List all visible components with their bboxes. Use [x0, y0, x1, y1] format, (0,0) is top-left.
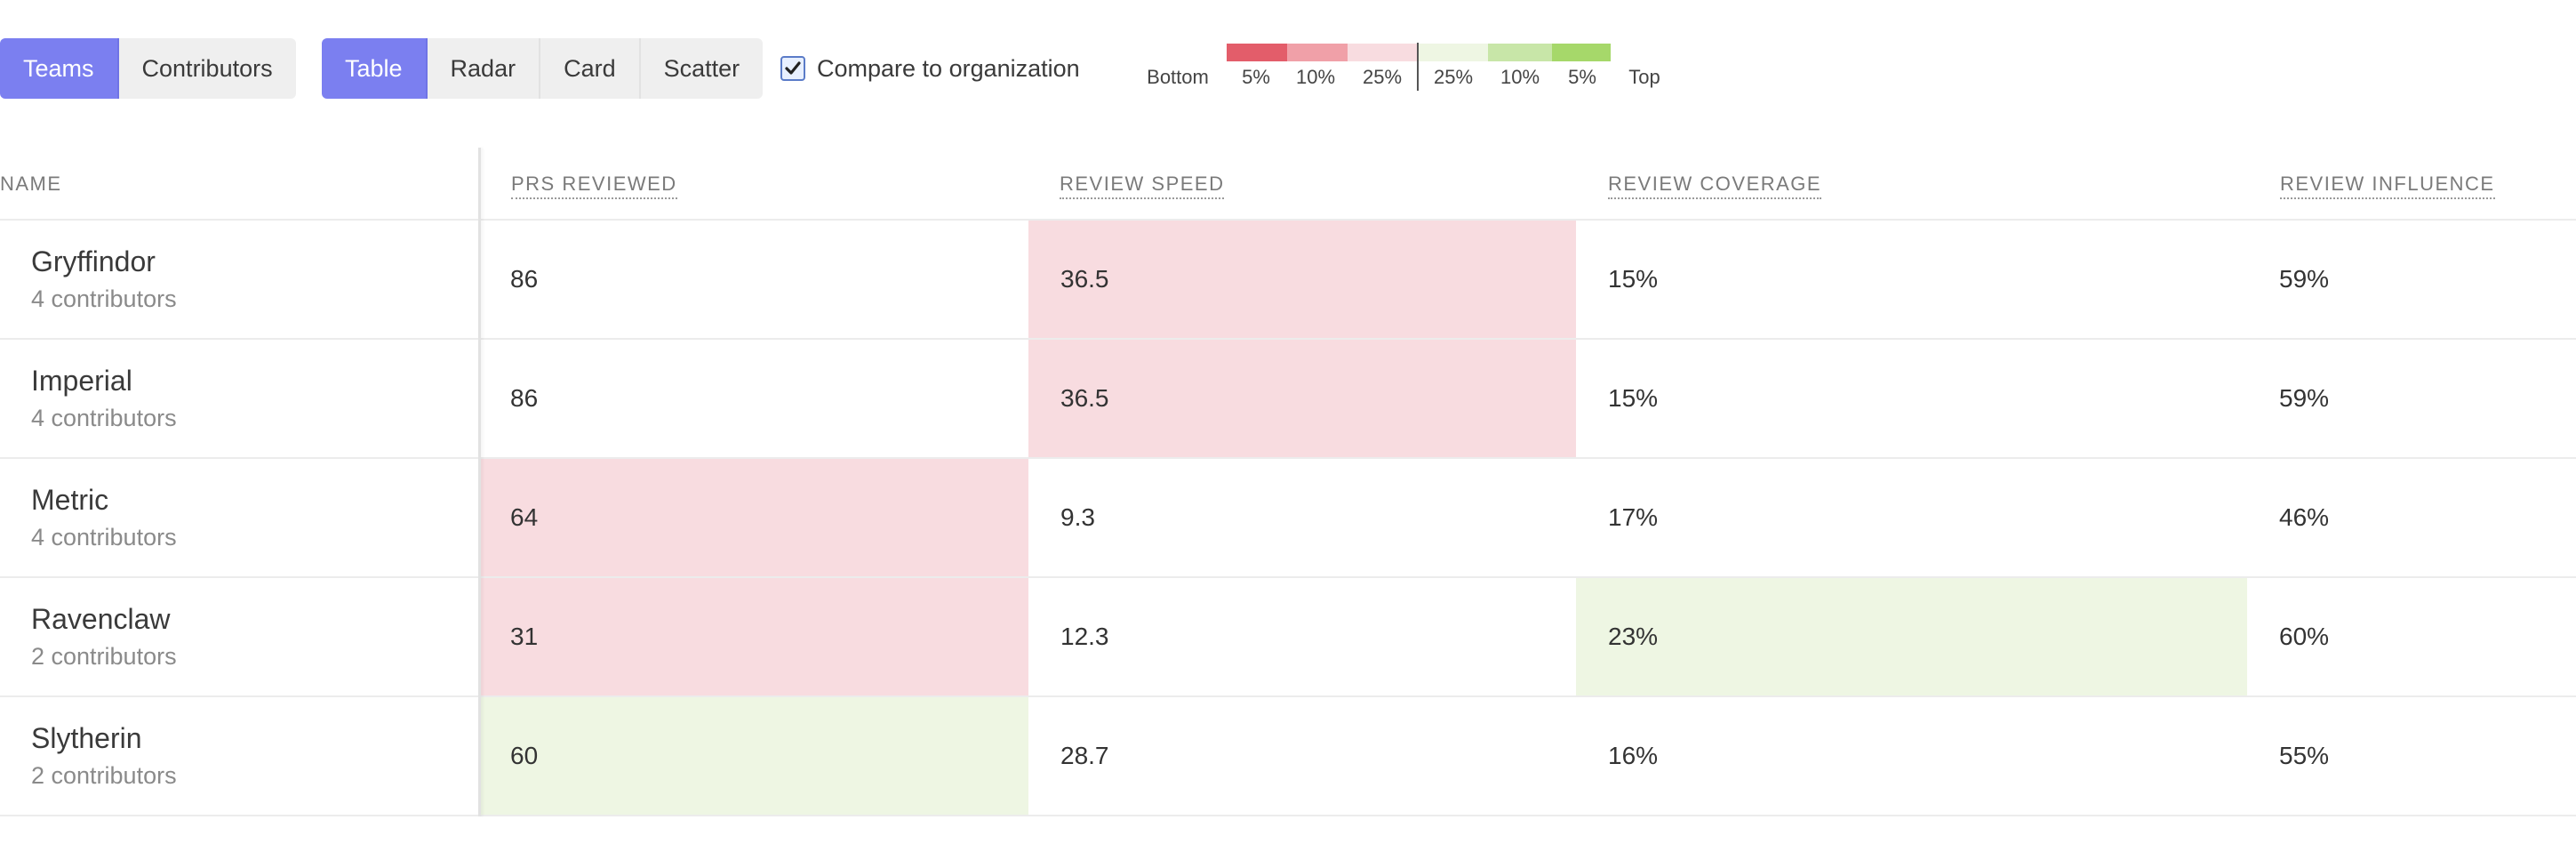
metric-value: 12.3 [1060, 623, 1109, 650]
legend-label-top-25: 25% [1433, 66, 1474, 88]
column-header-review-influence[interactable]: REVIEW INFLUENCE [2280, 173, 2495, 199]
team-name[interactable]: Slytherin [31, 722, 142, 754]
team-name[interactable]: Imperial [31, 365, 132, 397]
prs-reviewed-cell: 31 [478, 578, 1028, 695]
column-header-name: NAME [0, 173, 62, 195]
review-speed-cell: 12.3 [1028, 578, 1576, 695]
review-coverage-cell: 16% [1576, 697, 2247, 815]
metric-value: 28.7 [1060, 742, 1109, 769]
metric-value: 60 [510, 742, 539, 769]
review-influence-cell: 59% [2247, 340, 2576, 457]
metric-value: 9.3 [1060, 503, 1095, 531]
table-row[interactable]: Ravenclaw 2 contributors 31 12.3 23% 60% [0, 578, 2576, 697]
review-influence-cell: 60% [2247, 578, 2576, 695]
metric-value: 23% [1608, 623, 1659, 650]
legend-swatch-bottom-5 [1227, 44, 1287, 61]
table-row[interactable]: Slytherin 2 contributors 60 28.7 16% 55% [0, 697, 2576, 816]
checkmark-icon [785, 61, 801, 75]
team-name-cell[interactable]: Metric 4 contributors [0, 459, 478, 576]
legend-swatch-top-10 [1488, 44, 1552, 61]
column-header-prs-reviewed[interactable]: PRS REVIEWED [511, 173, 677, 199]
legend-swatch-top-25 [1419, 44, 1488, 61]
team-name-cell[interactable]: Imperial 4 contributors [0, 340, 478, 457]
team-name-cell[interactable]: Slytherin 2 contributors [0, 697, 478, 815]
table-row[interactable]: Metric 4 contributors 64 9.3 17% 46% [0, 459, 2576, 578]
team-contributor-count: 2 contributors [31, 643, 177, 670]
legend-swatch-bottom-25 [1348, 44, 1417, 61]
legend-label-top-10: 10% [1500, 66, 1540, 88]
compare-checkbox[interactable] [780, 56, 805, 81]
metric-value: 86 [510, 265, 539, 293]
review-speed-cell: 36.5 [1028, 340, 1576, 457]
column-header-review-speed[interactable]: REVIEW SPEED [1060, 173, 1225, 199]
review-coverage-cell: 15% [1576, 221, 2247, 338]
team-name[interactable]: Ravenclaw [31, 603, 171, 635]
prs-reviewed-cell: 86 [478, 221, 1028, 338]
team-contributor-count: 4 contributors [31, 524, 177, 551]
table-view-button[interactable]: Table [322, 38, 428, 99]
metric-value: 55% [2279, 742, 2330, 769]
contributors-button[interactable]: Contributors [118, 38, 296, 99]
legend-label-bottom-25: 25% [1362, 66, 1403, 88]
team-contributor-count: 4 contributors [31, 285, 177, 312]
review-speed-cell: 9.3 [1028, 459, 1576, 576]
review-influence-cell: 59% [2247, 221, 2576, 338]
metric-value: 31 [510, 623, 539, 650]
legend-swatch-top-5 [1552, 44, 1611, 61]
legend-divider [1417, 43, 1419, 91]
metric-value: 17% [1608, 503, 1659, 531]
team-name[interactable]: Gryffindor [31, 245, 156, 277]
review-influence-cell: 46% [2247, 459, 2576, 576]
team-contributor-count: 2 contributors [31, 762, 177, 789]
metric-value: 60% [2279, 623, 2330, 650]
legend-label-bottom-10: 10% [1295, 66, 1336, 88]
table-row[interactable]: Gryffindor 4 contributors 86 36.5 15% 59% [0, 221, 2576, 340]
radar-view-button[interactable]: Radar [427, 38, 541, 99]
name-column-separator [478, 148, 481, 816]
metric-value: 16% [1608, 742, 1659, 769]
metric-value: 36.5 [1060, 384, 1109, 412]
legend-bottom-label: Bottom [1147, 66, 1209, 88]
metric-value: 86 [510, 384, 539, 412]
review-influence-cell: 55% [2247, 697, 2576, 815]
team-contributor-count: 4 contributors [31, 405, 177, 431]
team-name[interactable]: Metric [31, 484, 109, 516]
prs-reviewed-cell: 60 [478, 697, 1028, 815]
teams-table: NAME PRS REVIEWED REVIEW SPEED REVIEW CO… [0, 148, 2576, 816]
metric-value: 15% [1608, 265, 1659, 293]
team-name-cell[interactable]: Gryffindor 4 contributors [0, 221, 478, 338]
review-speed-cell: 28.7 [1028, 697, 1576, 815]
metric-value: 15% [1608, 384, 1659, 412]
review-coverage-cell: 17% [1576, 459, 2247, 576]
card-view-button[interactable]: Card [540, 38, 641, 99]
prs-reviewed-cell: 86 [478, 340, 1028, 457]
percentile-legend: Bottom 5% 10% 25% 25% 10% 5% Top [1138, 43, 1671, 96]
legend-top-label: Top [1628, 66, 1660, 88]
column-header-review-coverage[interactable]: REVIEW COVERAGE [1608, 173, 1822, 199]
review-coverage-cell: 15% [1576, 340, 2247, 457]
scatter-view-button[interactable]: Scatter [640, 38, 764, 99]
view-toggle: Table Radar Card Scatter [322, 38, 764, 99]
compare-toggle[interactable]: Compare to organization [780, 38, 1080, 99]
metric-value: 59% [2279, 265, 2330, 293]
prs-reviewed-cell: 64 [478, 459, 1028, 576]
teams-button[interactable]: Teams [0, 38, 119, 99]
legend-label-top-5: 5% [1568, 66, 1596, 88]
metric-value: 46% [2279, 503, 2330, 531]
metric-value: 59% [2279, 384, 2330, 412]
legend-swatch-bottom-10 [1287, 44, 1348, 61]
legend-label-bottom-5: 5% [1242, 66, 1270, 88]
metric-value: 64 [510, 503, 539, 531]
review-coverage-cell: 23% [1576, 578, 2247, 695]
table-row[interactable]: Imperial 4 contributors 86 36.5 15% 59% [0, 340, 2576, 459]
compare-label: Compare to organization [817, 54, 1080, 82]
table-header: NAME PRS REVIEWED REVIEW SPEED REVIEW CO… [0, 148, 2576, 221]
review-speed-cell: 36.5 [1028, 221, 1576, 338]
team-name-cell[interactable]: Ravenclaw 2 contributors [0, 578, 478, 695]
metric-value: 36.5 [1060, 265, 1109, 293]
scope-toggle: Teams Contributors [0, 38, 296, 99]
table-body: Gryffindor 4 contributors 86 36.5 15% 59% Impe… [0, 221, 2576, 816]
